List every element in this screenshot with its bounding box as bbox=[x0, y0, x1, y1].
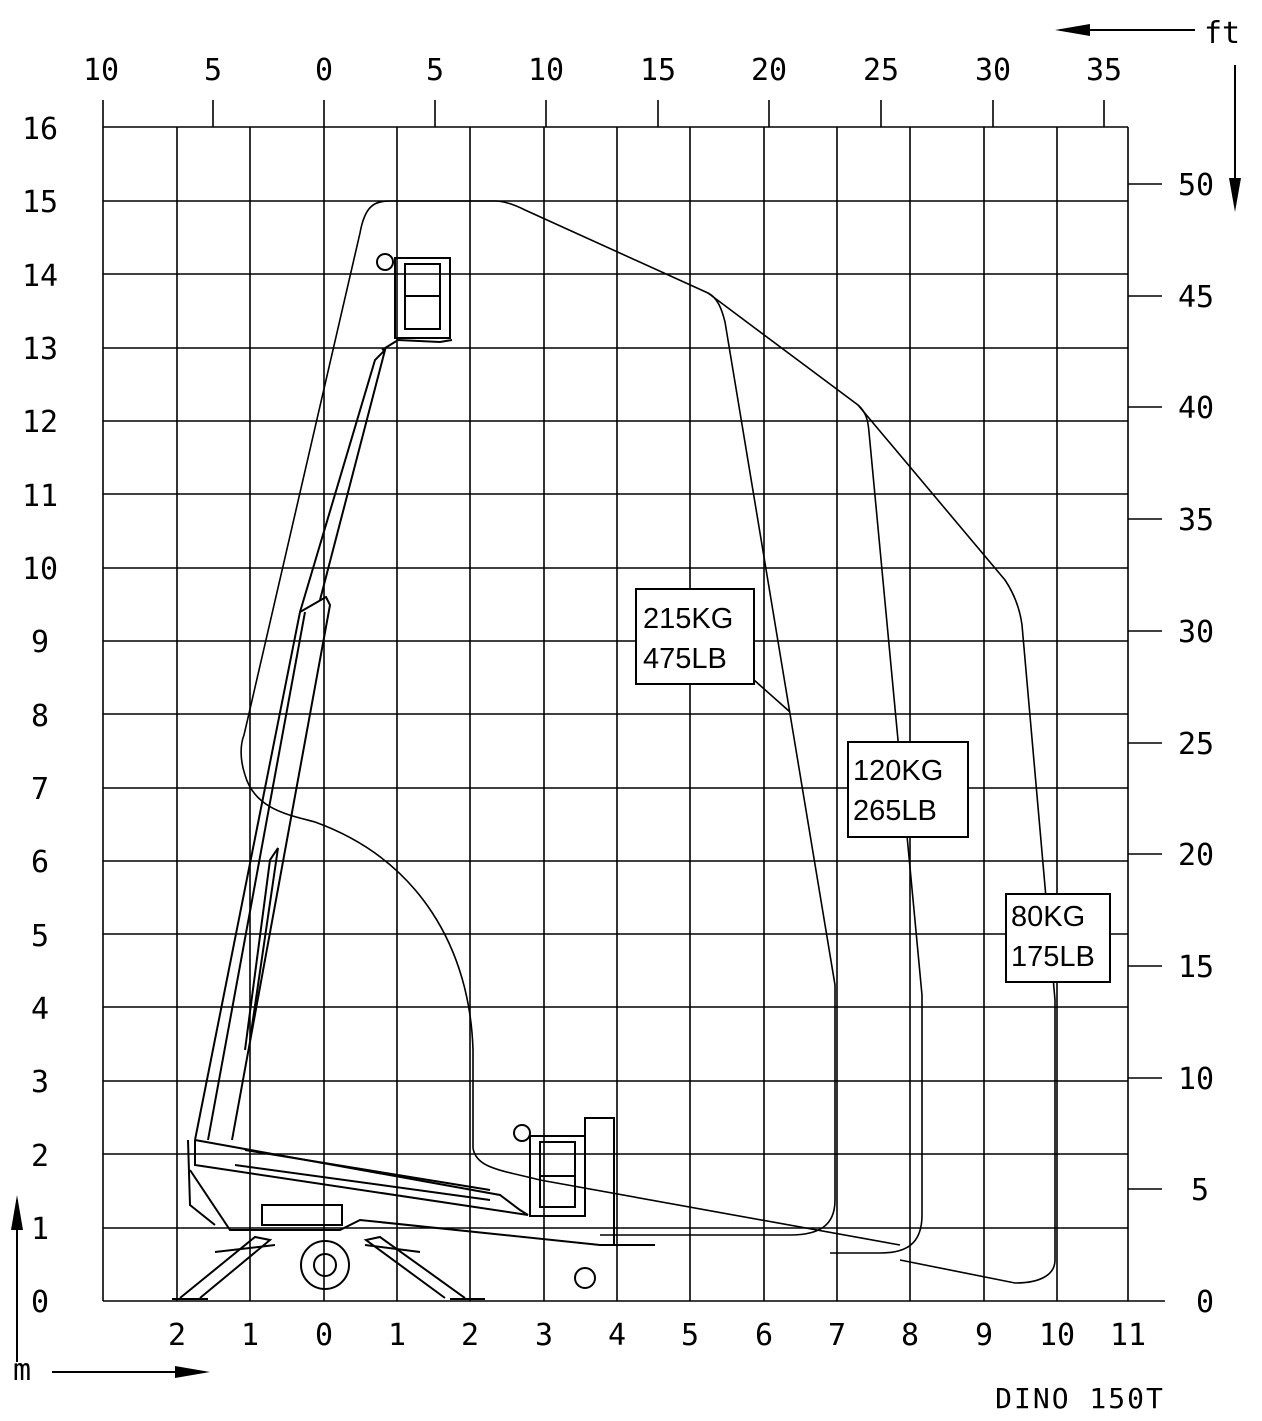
x-tick-label: 9 bbox=[975, 1318, 993, 1353]
y-tick-label: 2 bbox=[31, 1139, 49, 1174]
load-lb-label: 265LB bbox=[853, 795, 937, 827]
lower-operator-icon bbox=[513, 1124, 531, 1142]
x-tick-label: 5 bbox=[681, 1318, 699, 1353]
y-tick-label: 8 bbox=[31, 699, 49, 734]
load-label-215: 215KG 475LB bbox=[635, 588, 791, 713]
ft-tick-label: 25 bbox=[1178, 727, 1214, 762]
envelope-80kg bbox=[857, 404, 1056, 1284]
x-tick-label: 3 bbox=[535, 1318, 553, 1353]
upper-operator-icon bbox=[376, 253, 394, 271]
y-tick-label: 15 bbox=[22, 185, 58, 220]
ft-tick-label: 0 bbox=[1196, 1285, 1214, 1320]
y-tick-label: 7 bbox=[31, 772, 49, 807]
x-tick-label: 6 bbox=[755, 1318, 773, 1353]
x-tick-label: 10 bbox=[1039, 1318, 1075, 1353]
y-tick-label: 13 bbox=[22, 332, 58, 367]
envelope-215kg bbox=[240, 200, 836, 1236]
x-tick-label: 0 bbox=[315, 1318, 333, 1353]
load-kg-label: 80KG bbox=[1011, 901, 1085, 933]
x-tick-label: 8 bbox=[901, 1318, 919, 1353]
y-tick-label: 9 bbox=[31, 625, 49, 660]
load-label-120: 120KG 265LB bbox=[847, 741, 969, 838]
load-label-80: 80KG 175LB bbox=[1005, 893, 1111, 983]
ft-tick-label: 35 bbox=[1178, 503, 1214, 538]
x-tick-label: 11 bbox=[1110, 1318, 1146, 1353]
ft-top-tick-label: 5 bbox=[204, 53, 222, 88]
load-lb-label: 175LB bbox=[1011, 941, 1095, 973]
x-tick-label: 7 bbox=[828, 1318, 846, 1353]
x-tick-label: 1 bbox=[388, 1318, 406, 1353]
y-tick-label: 0 bbox=[31, 1285, 49, 1320]
model-title: DINO 150T bbox=[995, 1382, 1165, 1415]
right-axis-labels: 0 5 10 15 20 25 30 35 40 45 50 bbox=[1178, 168, 1214, 1320]
ft-top-tick-label: 30 bbox=[975, 53, 1011, 88]
jockey-wheel-icon bbox=[574, 1267, 596, 1289]
m-unit-label: m bbox=[13, 1353, 31, 1388]
y-tick-label: 4 bbox=[31, 992, 49, 1027]
ft-top-tick-label: 10 bbox=[83, 53, 119, 88]
lower-basket bbox=[529, 1135, 586, 1217]
y-tick-label: 1 bbox=[31, 1212, 49, 1247]
ft-tick-label: 45 bbox=[1178, 280, 1214, 315]
ft-tick-label: 40 bbox=[1178, 391, 1214, 426]
envelope-215kg-inner bbox=[244, 774, 901, 1246]
y-tick-label: 10 bbox=[22, 552, 58, 587]
x-tick-label: 4 bbox=[608, 1318, 626, 1353]
ft-tick-label: 15 bbox=[1178, 950, 1214, 985]
arrow-left-icon bbox=[1055, 24, 1090, 36]
x-tick-label: 1 bbox=[241, 1318, 259, 1353]
ft-unit-indicator: ft bbox=[1055, 16, 1241, 212]
ft-top-tick-label: 10 bbox=[528, 53, 564, 88]
load-kg-label: 215KG bbox=[643, 603, 733, 635]
lift-machine-drawing bbox=[172, 253, 655, 1300]
ft-top-tick-label: 25 bbox=[863, 53, 899, 88]
arrow-down-icon bbox=[1229, 178, 1241, 212]
ft-tick-label: 5 bbox=[1191, 1173, 1209, 1208]
ft-tick-label: 20 bbox=[1178, 838, 1214, 873]
x-tick-label: 2 bbox=[461, 1318, 479, 1353]
y-tick-label: 12 bbox=[22, 405, 58, 440]
ft-top-tick-label: 15 bbox=[640, 53, 676, 88]
ft-top-tick-label: 35 bbox=[1086, 53, 1122, 88]
upper-basket bbox=[394, 257, 451, 339]
ft-top-tick-label: 20 bbox=[751, 53, 787, 88]
y-tick-label: 16 bbox=[22, 112, 58, 147]
grid bbox=[102, 100, 1165, 1302]
ft-top-tick-label: 5 bbox=[426, 53, 444, 88]
ft-top-tick-label: 0 bbox=[315, 53, 333, 88]
y-tick-label: 14 bbox=[22, 259, 58, 294]
x-tick-label: 2 bbox=[168, 1318, 186, 1353]
arrow-right-icon bbox=[175, 1366, 210, 1378]
bottom-axis-labels: 2 1 0 1 2 3 4 5 6 7 8 9 10 11 bbox=[168, 1318, 1146, 1353]
y-tick-label: 11 bbox=[22, 479, 58, 514]
load-kg-label: 120KG bbox=[853, 755, 943, 787]
ft-tick-label: 10 bbox=[1178, 1062, 1214, 1097]
arrow-up-icon bbox=[11, 1195, 23, 1230]
working-envelopes bbox=[240, 200, 1056, 1284]
wheel-icon bbox=[300, 1240, 350, 1290]
left-axis-labels: 0 1 2 3 4 5 6 7 8 9 10 11 12 13 14 15 16 bbox=[22, 112, 58, 1320]
ft-tick-label: 50 bbox=[1178, 168, 1214, 203]
m-unit-indicator: m bbox=[11, 1195, 210, 1388]
ft-tick-label: 30 bbox=[1178, 615, 1214, 650]
y-tick-label: 6 bbox=[31, 845, 49, 880]
y-tick-label: 5 bbox=[31, 919, 49, 954]
load-lb-label: 475LB bbox=[643, 643, 727, 675]
top-axis-labels: 10 5 0 5 10 15 20 25 30 35 bbox=[83, 53, 1122, 88]
y-tick-label: 3 bbox=[31, 1065, 49, 1100]
ft-unit-label: ft bbox=[1204, 16, 1240, 51]
